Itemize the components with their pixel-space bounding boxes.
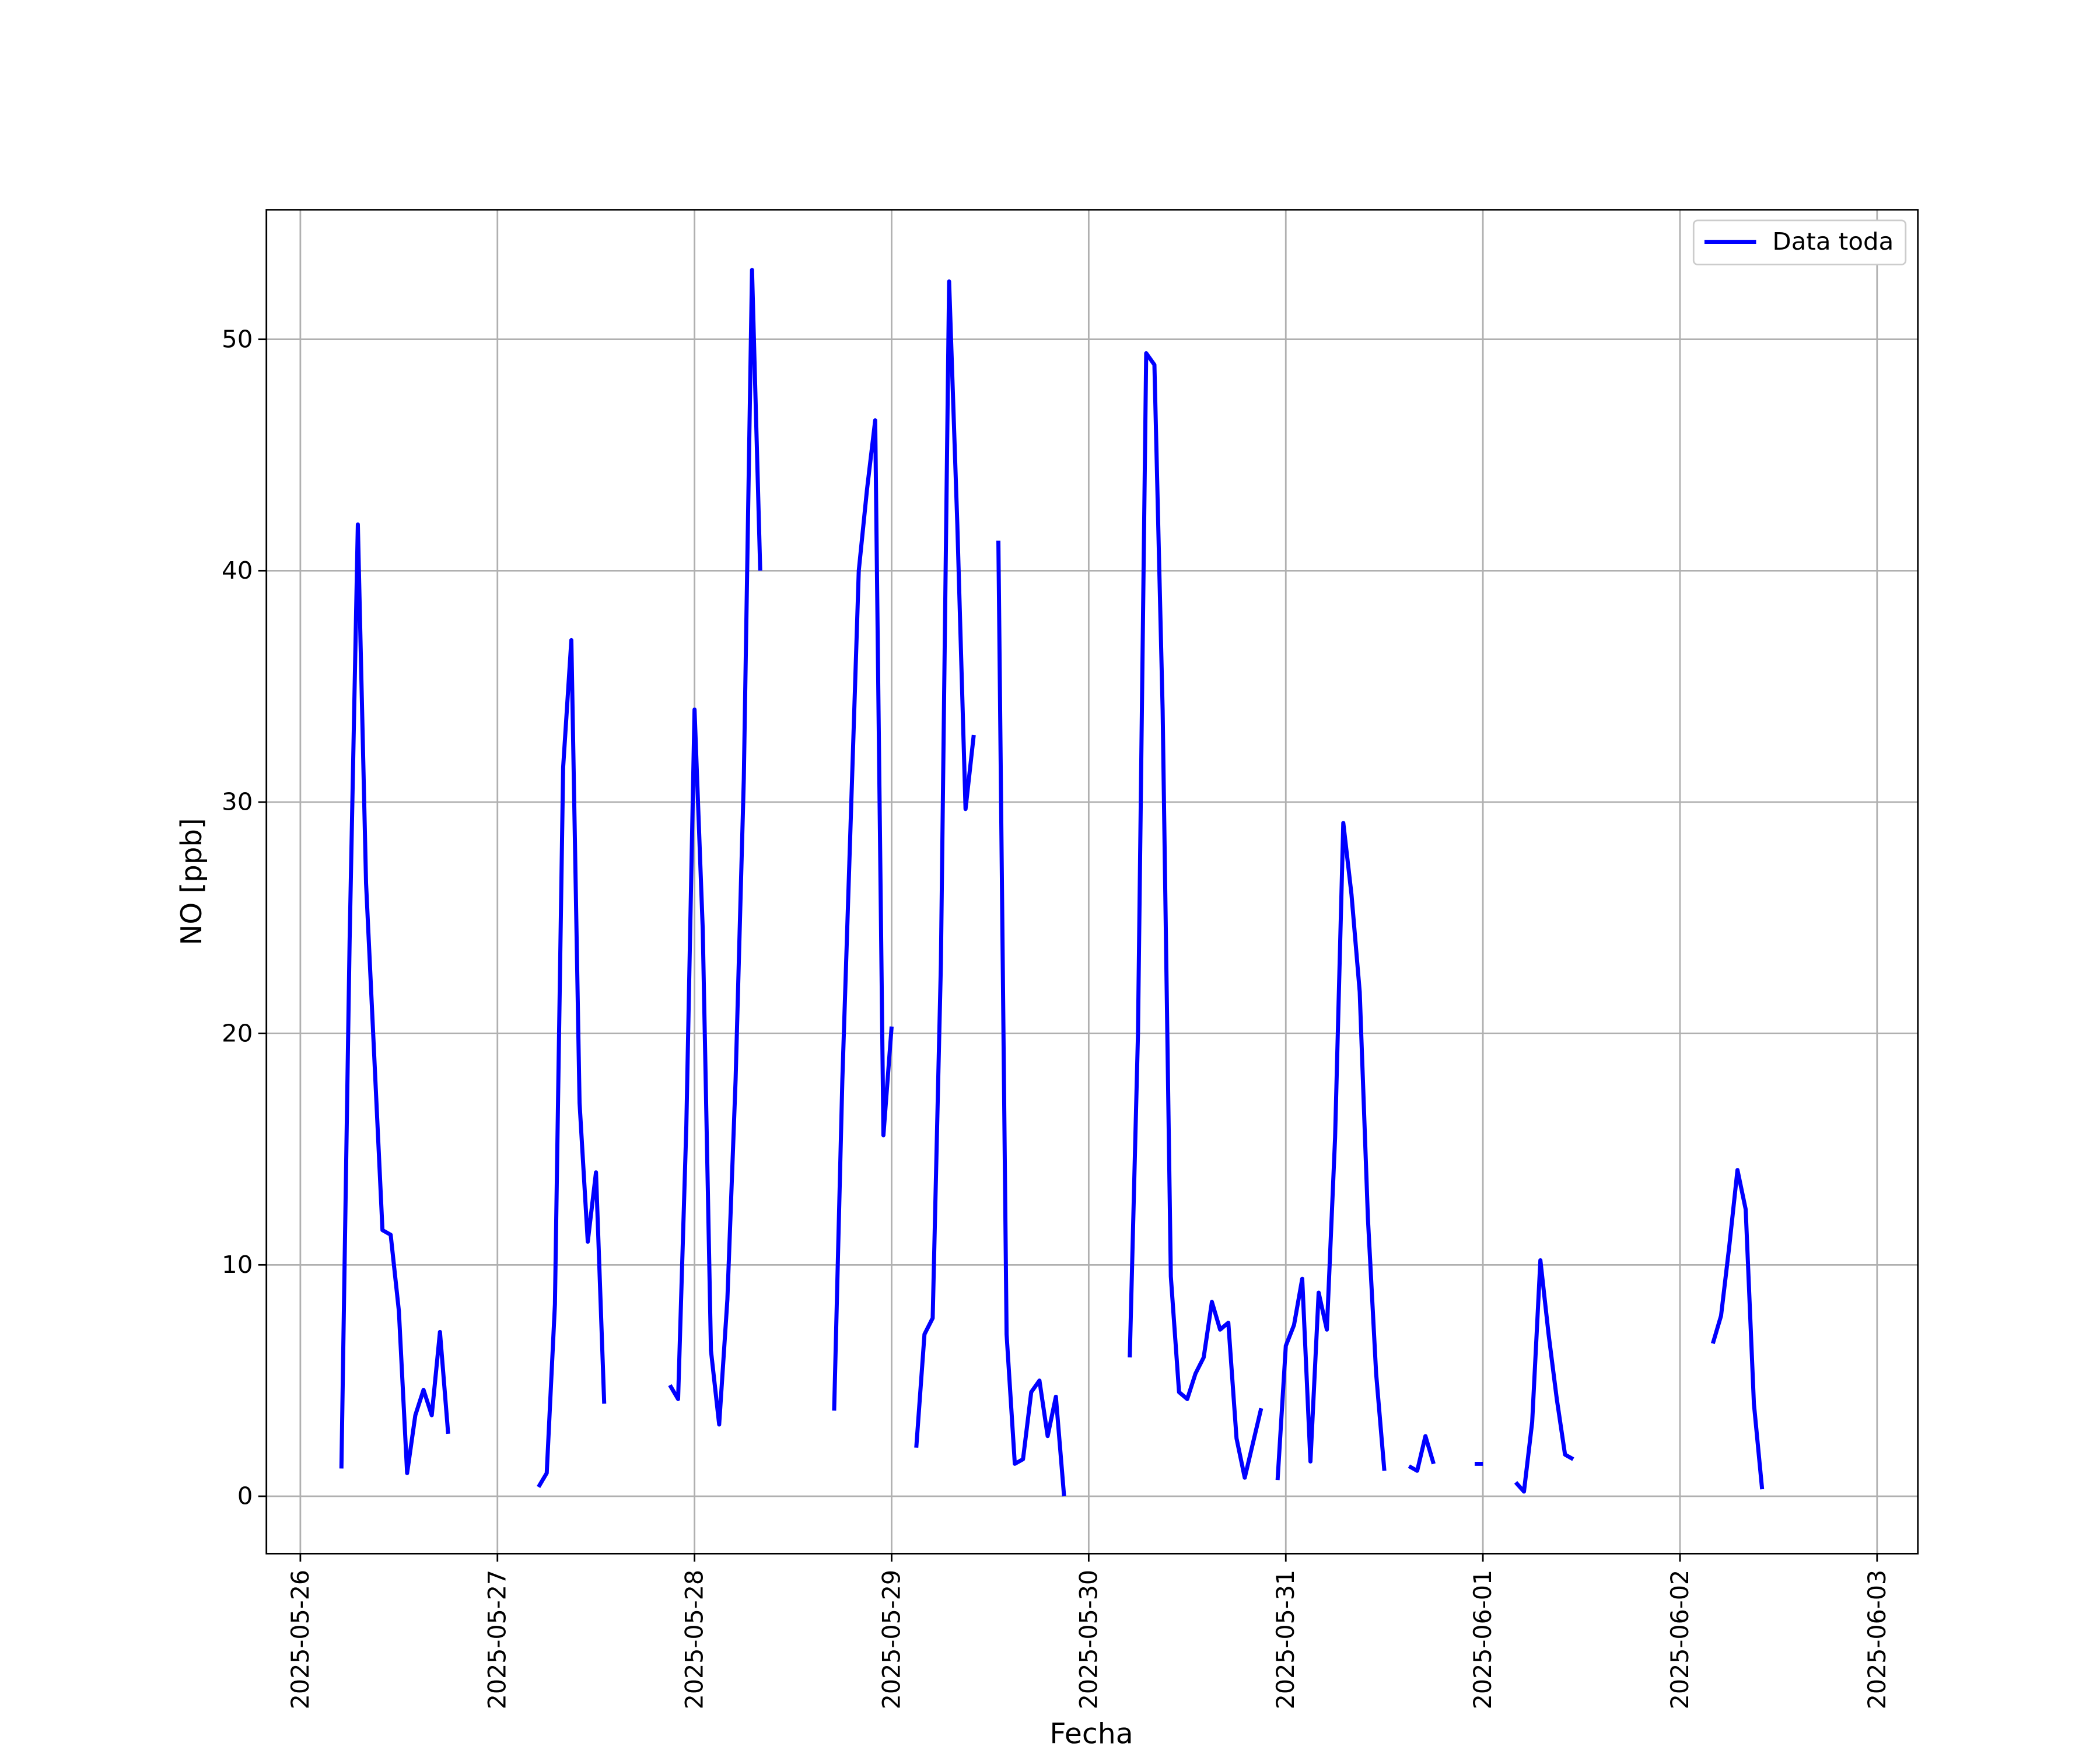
y-tick-label: 0 xyxy=(237,1482,253,1510)
y-tick-label: 50 xyxy=(222,325,253,354)
x-axis-label: Fecha xyxy=(1049,1718,1133,1750)
axes-frame xyxy=(265,209,1919,1555)
x-tick-label: 2025-06-03 xyxy=(1862,1570,1891,1710)
x-tick-label: 2025-06-01 xyxy=(1468,1570,1497,1710)
x-tick-label: 2025-05-27 xyxy=(482,1570,511,1710)
x-tick-label: 2025-05-31 xyxy=(1271,1570,1300,1710)
data xyxy=(339,268,1765,1497)
y-tick-label: 40 xyxy=(222,556,253,584)
legend-box xyxy=(1692,219,1907,265)
y-tick-label: 30 xyxy=(222,788,253,816)
x-tick-label: 2025-05-29 xyxy=(877,1570,905,1710)
x-tick-label: 2025-05-26 xyxy=(286,1570,314,1710)
y-tick-label: 10 xyxy=(222,1250,253,1279)
x-tick-label: 2025-05-28 xyxy=(680,1570,708,1710)
data-line xyxy=(339,268,1765,1497)
x-tick-label: 2025-06-02 xyxy=(1665,1570,1694,1710)
y-tick-label: 20 xyxy=(222,1019,253,1048)
grid xyxy=(266,209,1918,1554)
y-axis-label: NO [ppb] xyxy=(175,818,208,945)
x-tick-label: 2025-05-30 xyxy=(1074,1570,1102,1710)
legend-label: Data toda xyxy=(1772,228,1894,256)
